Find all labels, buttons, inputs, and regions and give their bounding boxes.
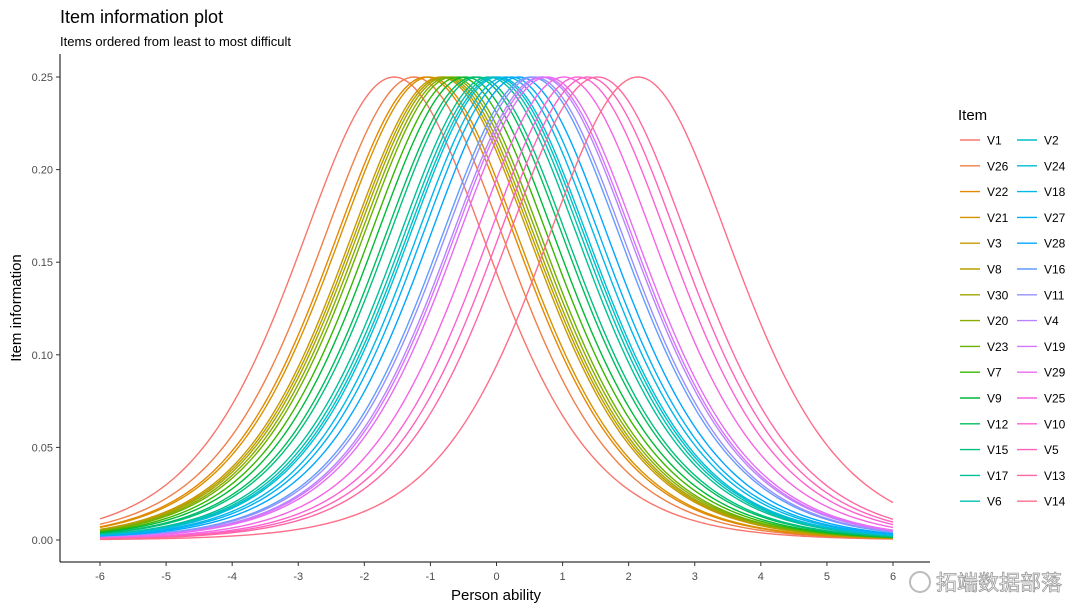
legend-label-V25: V25 — [1044, 392, 1066, 406]
y-tick-label: 0.25 — [32, 72, 53, 84]
legend-label-V30: V30 — [987, 288, 1009, 302]
legend-label-V7: V7 — [987, 366, 1002, 380]
legend-label-V26: V26 — [987, 159, 1009, 173]
curve-V27 — [99, 76, 894, 538]
legend-label-V16: V16 — [1044, 263, 1066, 277]
legend-label-V20: V20 — [987, 314, 1009, 328]
curve-V9 — [99, 76, 894, 538]
curve-V28 — [99, 76, 894, 538]
legend-label-V24: V24 — [1044, 159, 1066, 173]
legend-label-V9: V9 — [987, 392, 1002, 406]
x-tick-label: -5 — [161, 571, 171, 583]
curve-V19 — [99, 76, 894, 539]
x-tick-label: 6 — [890, 571, 896, 583]
legend-label-V23: V23 — [987, 340, 1009, 354]
curve-V10 — [99, 76, 894, 540]
curve-V18 — [99, 76, 894, 537]
curve-V29 — [99, 76, 894, 539]
wechat-icon — [909, 571, 931, 593]
legend-label-V1: V1 — [987, 134, 1002, 148]
curve-V13 — [99, 76, 894, 540]
chart-title: Item information plot — [60, 7, 223, 27]
legend: V1 V26 V22 V21 V3 V8 V30 V20 V23 V7 V9 V12 V15 V17 V6 V… — [960, 134, 1066, 509]
legend-label-V28: V28 — [1044, 237, 1066, 251]
x-ticks: -6 -5 -4 -3 -2 -1 0 1 2 3 4 5 6 — [95, 562, 896, 583]
legend-label-V21: V21 — [987, 211, 1009, 225]
legend-label-V11: V11 — [1044, 288, 1065, 302]
legend-label-V14: V14 — [1044, 495, 1066, 509]
legend-title: Item — [958, 107, 987, 124]
legend-label-V10: V10 — [1044, 417, 1066, 431]
curve-V1 — [99, 76, 894, 540]
watermark-text: 拓端数据部落 — [936, 572, 1062, 595]
legend-label-V3: V3 — [987, 237, 1002, 251]
x-axis-label: Person ability — [451, 587, 542, 604]
legend-label-V2: V2 — [1044, 134, 1059, 148]
x-tick-label: -2 — [359, 571, 369, 583]
legend-label-V15: V15 — [987, 443, 1009, 457]
y-ticks: 0.00 0.05 0.10 0.15 0.20 0.25 — [32, 72, 60, 547]
curve-V25 — [99, 76, 894, 540]
legend-label-V8: V8 — [987, 263, 1002, 277]
y-axis-label: Item information — [8, 254, 25, 362]
chart-subtitle: Items ordered from least to most difficu… — [60, 34, 291, 49]
curves — [99, 76, 894, 541]
watermark: 拓端数据部落 — [909, 571, 1062, 595]
legend-label-V5: V5 — [1044, 443, 1059, 457]
curve-V11 — [99, 76, 894, 539]
legend-label-V12: V12 — [987, 417, 1009, 431]
legend-label-V4: V4 — [1044, 314, 1059, 328]
y-tick-label: 0.00 — [32, 535, 53, 547]
y-tick-label: 0.20 — [32, 165, 53, 177]
y-tick-label: 0.05 — [32, 442, 53, 454]
x-tick-label: 0 — [493, 571, 499, 583]
legend-label-V27: V27 — [1044, 211, 1066, 225]
curve-V16 — [99, 76, 894, 538]
x-tick-label: 2 — [626, 571, 632, 583]
x-tick-label: -1 — [426, 571, 436, 583]
curve-V26 — [99, 76, 894, 540]
legend-label-V19: V19 — [1044, 340, 1066, 354]
x-tick-label: 5 — [824, 571, 830, 583]
y-tick-label: 0.15 — [32, 257, 53, 269]
legend-label-V6: V6 — [987, 495, 1002, 509]
legend-label-V18: V18 — [1044, 185, 1066, 199]
x-tick-label: 1 — [560, 571, 566, 583]
legend-label-V22: V22 — [987, 185, 1009, 199]
legend-label-V29: V29 — [1044, 366, 1066, 380]
x-tick-label: 4 — [758, 571, 764, 583]
x-tick-label: 3 — [692, 571, 698, 583]
y-tick-label: 0.10 — [32, 350, 53, 362]
x-tick-label: -6 — [95, 571, 105, 583]
curve-V15 — [99, 76, 894, 538]
legend-label-V17: V17 — [987, 469, 1009, 483]
x-tick-label: -4 — [227, 571, 237, 583]
legend-label-V13: V13 — [1044, 469, 1066, 483]
x-tick-label: -3 — [293, 571, 303, 583]
curve-V5 — [99, 76, 894, 540]
curve-V24 — [99, 76, 894, 537]
curve-V14 — [99, 76, 894, 541]
